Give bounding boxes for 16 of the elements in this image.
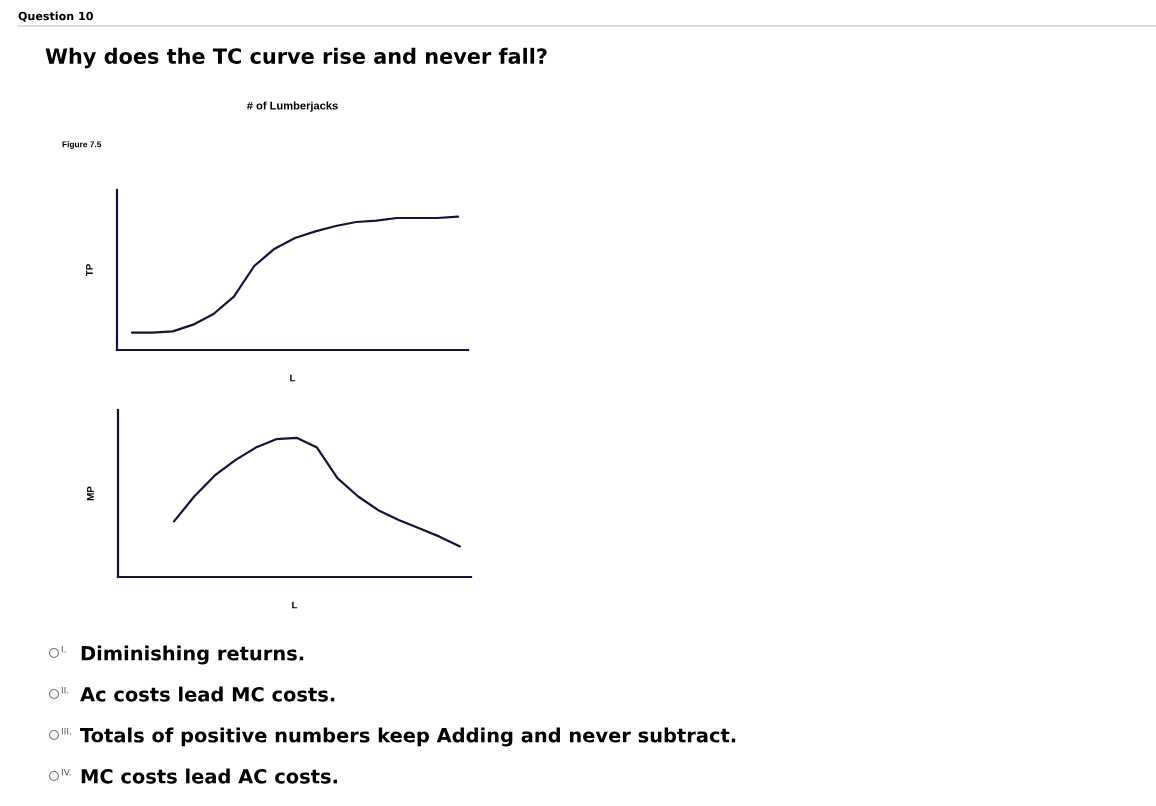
- text: Totals of positive numbers keep Adding and never subtract.: [80, 727, 736, 747]
- text: IV.: [61, 768, 71, 776]
- x-axis-title: L: [290, 374, 296, 382]
- text: Diminishing returns.: [81, 645, 304, 665]
- text: Ac costs lead MC costs.: [80, 686, 335, 702]
- text: Why does the TC curve rise and never fall?: [45, 47, 547, 69]
- text: MC costs lead AC costs.: [81, 768, 337, 784]
- text: II.: [61, 686, 69, 694]
- text: I.: [61, 645, 66, 653]
- caption: Figure 7.5: [62, 141, 102, 149]
- y-axis-title: MP: [87, 486, 94, 501]
- text: Question 10: [18, 11, 93, 22]
- y-axis-title: TP: [86, 264, 93, 277]
- chart-title: # of Lumberjacks: [247, 101, 338, 112]
- text: III.: [61, 727, 71, 735]
- x-axis-title: L: [292, 601, 298, 609]
